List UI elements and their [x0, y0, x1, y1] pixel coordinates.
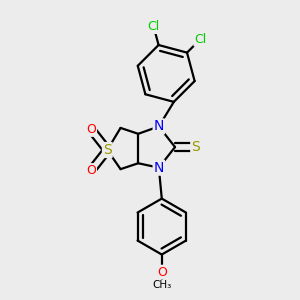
Text: O: O [86, 123, 96, 136]
Text: N: N [154, 119, 164, 134]
Text: S: S [191, 140, 200, 154]
Text: Cl: Cl [148, 20, 160, 33]
Text: N: N [154, 161, 164, 175]
Text: O: O [157, 266, 167, 279]
Text: O: O [86, 164, 96, 177]
Text: Cl: Cl [194, 33, 207, 46]
Text: S: S [103, 143, 112, 157]
Text: CH₃: CH₃ [152, 280, 171, 290]
